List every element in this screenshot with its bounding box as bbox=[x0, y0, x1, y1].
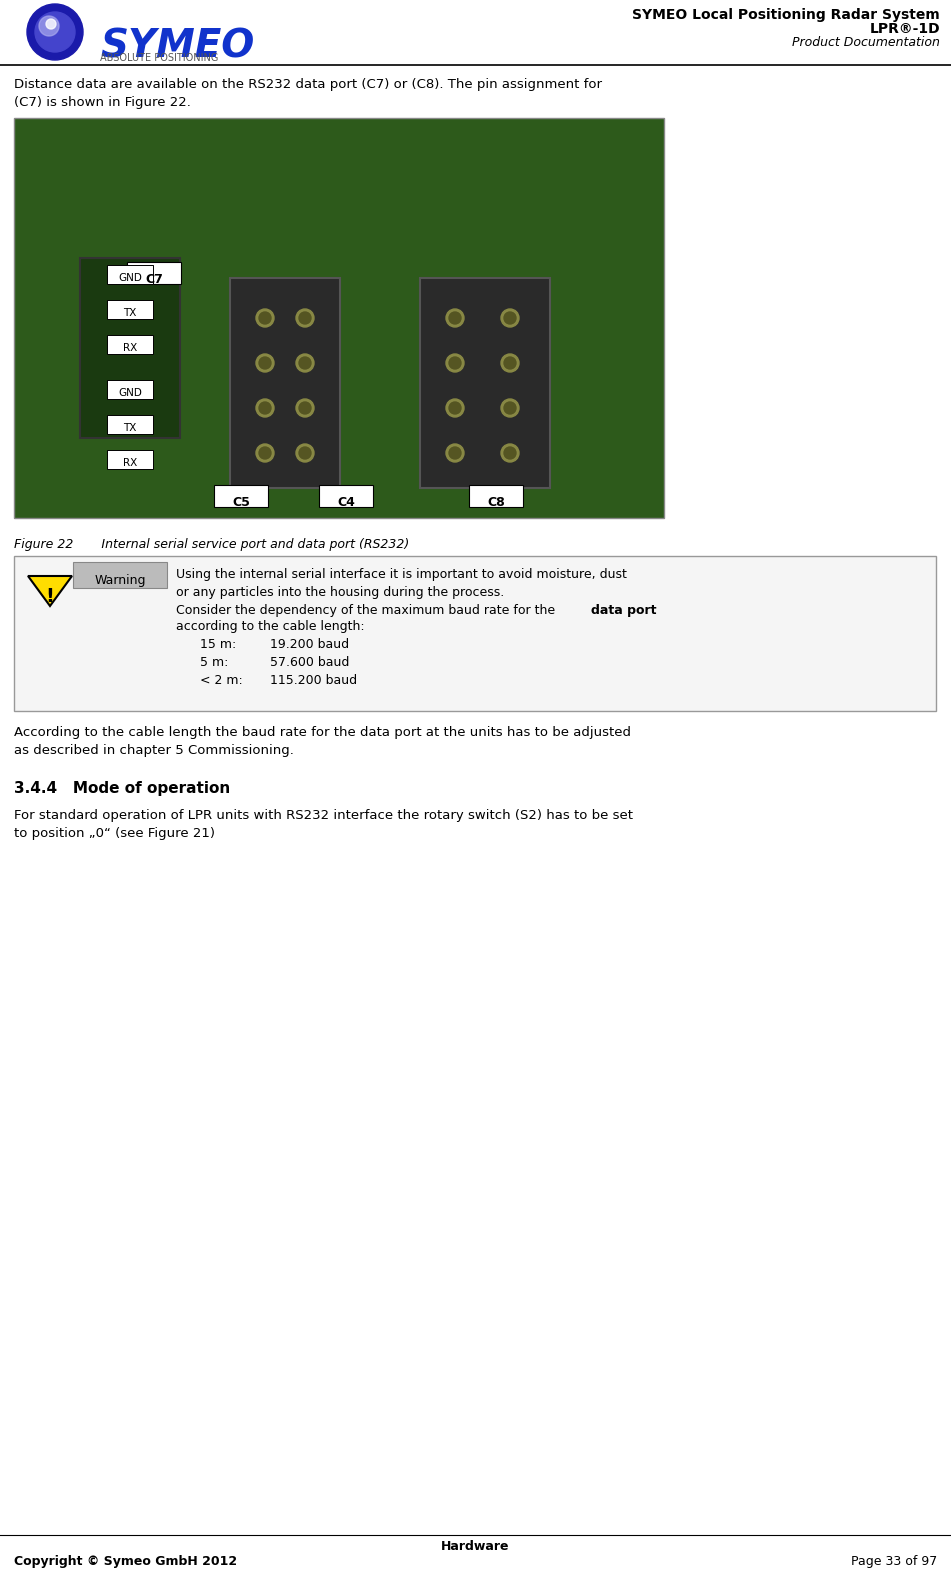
FancyBboxPatch shape bbox=[80, 258, 180, 438]
FancyBboxPatch shape bbox=[107, 381, 153, 398]
Text: Product Documentation: Product Documentation bbox=[792, 37, 940, 49]
Text: According to the cable length the baud rate for the data port at the units has t: According to the cable length the baud r… bbox=[14, 726, 631, 757]
Circle shape bbox=[299, 401, 311, 414]
Text: 57.600 baud: 57.600 baud bbox=[270, 656, 349, 669]
Circle shape bbox=[504, 312, 516, 323]
Text: 19.200 baud: 19.200 baud bbox=[270, 639, 349, 652]
FancyBboxPatch shape bbox=[14, 118, 664, 518]
Circle shape bbox=[504, 357, 516, 370]
Circle shape bbox=[256, 398, 274, 417]
Text: GND: GND bbox=[118, 389, 142, 398]
Text: 115.200 baud: 115.200 baud bbox=[270, 674, 358, 687]
Text: Consider the dependency of the maximum baud rate for the: Consider the dependency of the maximum b… bbox=[176, 604, 559, 616]
FancyBboxPatch shape bbox=[107, 264, 153, 284]
Text: Warning: Warning bbox=[94, 573, 146, 586]
Text: Hardware: Hardware bbox=[440, 1540, 509, 1553]
Circle shape bbox=[446, 444, 464, 462]
Circle shape bbox=[449, 401, 461, 414]
FancyBboxPatch shape bbox=[319, 484, 373, 507]
Polygon shape bbox=[28, 577, 72, 605]
FancyBboxPatch shape bbox=[420, 279, 550, 487]
Text: data port: data port bbox=[591, 604, 656, 616]
FancyBboxPatch shape bbox=[469, 484, 523, 507]
Text: SYMEO: SYMEO bbox=[100, 29, 254, 65]
FancyBboxPatch shape bbox=[127, 261, 181, 284]
Text: 15 m:: 15 m: bbox=[200, 639, 236, 652]
FancyBboxPatch shape bbox=[107, 416, 153, 433]
Text: C7: C7 bbox=[146, 272, 163, 287]
Circle shape bbox=[256, 444, 274, 462]
Circle shape bbox=[259, 401, 271, 414]
Circle shape bbox=[504, 401, 516, 414]
Circle shape bbox=[299, 312, 311, 323]
FancyBboxPatch shape bbox=[230, 279, 340, 487]
Circle shape bbox=[501, 398, 519, 417]
Text: < 2 m:: < 2 m: bbox=[200, 674, 243, 687]
Text: 5 m:: 5 m: bbox=[200, 656, 228, 669]
FancyBboxPatch shape bbox=[73, 562, 167, 588]
Circle shape bbox=[46, 19, 56, 29]
Circle shape bbox=[39, 16, 59, 37]
Text: TX: TX bbox=[124, 307, 137, 319]
Circle shape bbox=[296, 309, 314, 327]
Circle shape bbox=[27, 5, 83, 61]
Text: GND: GND bbox=[118, 272, 142, 284]
FancyBboxPatch shape bbox=[107, 449, 153, 468]
Text: Distance data are available on the RS232 data port (C7) or (C8). The pin assignm: Distance data are available on the RS232… bbox=[14, 78, 602, 108]
Text: Page 33 of 97: Page 33 of 97 bbox=[851, 1555, 937, 1568]
Text: C5: C5 bbox=[232, 495, 250, 510]
Text: according to the cable length:: according to the cable length: bbox=[176, 620, 364, 632]
Text: C4: C4 bbox=[337, 495, 355, 510]
Text: Figure 22       Internal serial service port and data port (RS232): Figure 22 Internal serial service port a… bbox=[14, 538, 409, 551]
Text: Copyright © Symeo GmbH 2012: Copyright © Symeo GmbH 2012 bbox=[14, 1555, 237, 1568]
Text: ABSOLUTE POSITIONING: ABSOLUTE POSITIONING bbox=[100, 53, 219, 64]
Circle shape bbox=[259, 357, 271, 370]
Circle shape bbox=[504, 448, 516, 459]
Circle shape bbox=[296, 354, 314, 373]
Circle shape bbox=[35, 13, 75, 53]
Circle shape bbox=[256, 309, 274, 327]
Circle shape bbox=[446, 398, 464, 417]
Text: LPR®-1D: LPR®-1D bbox=[869, 22, 940, 37]
Circle shape bbox=[296, 398, 314, 417]
Circle shape bbox=[256, 354, 274, 373]
Text: SYMEO Local Positioning Radar System: SYMEO Local Positioning Radar System bbox=[632, 8, 940, 22]
Text: !: ! bbox=[46, 586, 54, 605]
Circle shape bbox=[501, 309, 519, 327]
Text: TX: TX bbox=[124, 424, 137, 433]
Circle shape bbox=[449, 357, 461, 370]
Circle shape bbox=[259, 312, 271, 323]
Text: RX: RX bbox=[123, 342, 137, 354]
Circle shape bbox=[259, 448, 271, 459]
FancyBboxPatch shape bbox=[107, 335, 153, 354]
FancyBboxPatch shape bbox=[107, 299, 153, 319]
Circle shape bbox=[299, 357, 311, 370]
Text: RX: RX bbox=[123, 459, 137, 468]
Circle shape bbox=[446, 309, 464, 327]
Circle shape bbox=[299, 448, 311, 459]
Circle shape bbox=[449, 312, 461, 323]
FancyBboxPatch shape bbox=[14, 556, 936, 710]
Circle shape bbox=[501, 444, 519, 462]
Text: Using the internal serial interface it is important to avoid moisture, dust
or a: Using the internal serial interface it i… bbox=[176, 569, 627, 599]
Circle shape bbox=[296, 444, 314, 462]
Text: For standard operation of LPR units with RS232 interface the rotary switch (S2) : For standard operation of LPR units with… bbox=[14, 809, 633, 840]
Circle shape bbox=[446, 354, 464, 373]
Text: 3.4.4   Mode of operation: 3.4.4 Mode of operation bbox=[14, 781, 230, 796]
Text: C8: C8 bbox=[487, 495, 505, 510]
Circle shape bbox=[449, 448, 461, 459]
FancyBboxPatch shape bbox=[214, 484, 268, 507]
Circle shape bbox=[501, 354, 519, 373]
